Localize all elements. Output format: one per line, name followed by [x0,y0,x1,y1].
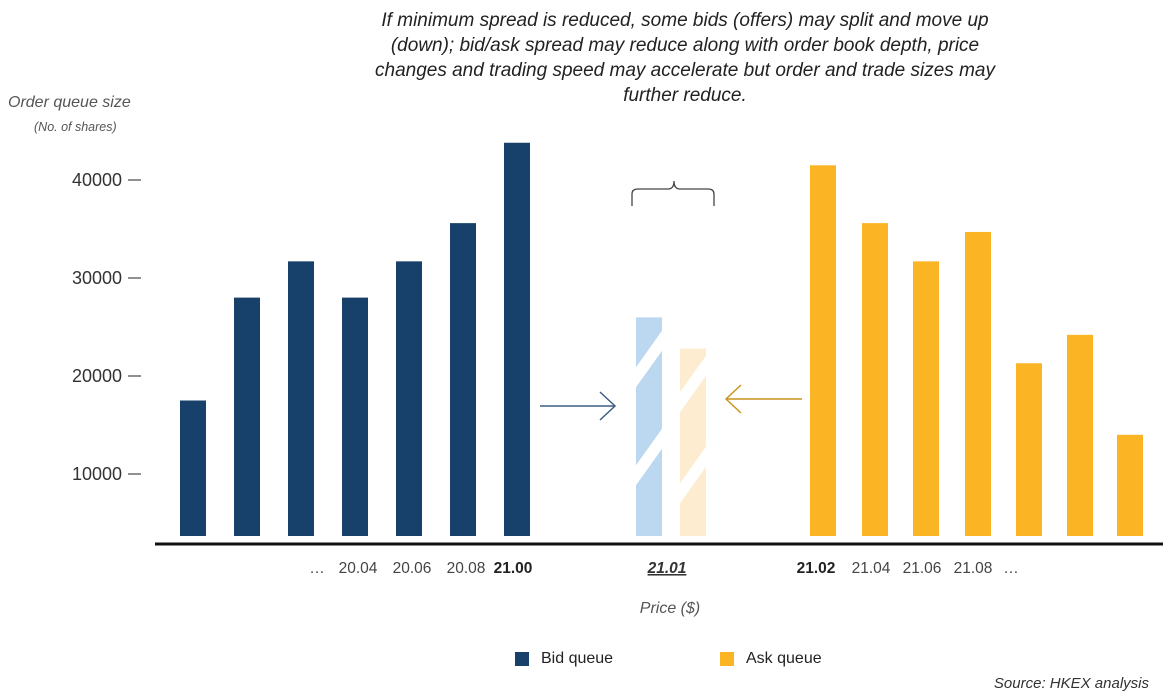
ask-queue-bar [1067,334,1093,536]
bid-queue-bar [450,223,476,536]
x-tick-label: 21.06 [903,560,942,577]
source-note: Source: HKEX analysis [993,675,1149,692]
x-tick-label: 21.00 [494,560,533,577]
legend-ask-label: Ask queue [746,650,822,667]
bid-arrow-head [599,391,617,421]
bid-queue-bar [234,297,260,536]
legend-bid: Bid queue [515,650,613,668]
x-tick-label: 20.06 [393,560,432,577]
y-tick-label: 30000 [72,268,122,288]
x-tick-label: 21.08 [954,560,993,577]
y-tick-label: 20000 [72,366,122,386]
ask-queue-bar [810,165,836,537]
spread-brace [631,180,715,206]
ask-queue-bar [1117,434,1143,536]
annotation-text: If minimum spread is reduced, some bids … [375,10,995,106]
x-tick-label: 20.04 [339,560,378,577]
x-tick-label: 21.04 [852,560,891,577]
bid-queue-bar [180,400,206,536]
hypothetical-ask-bar [680,348,706,536]
legend-ask-swatch [720,652,734,666]
y-axis-title: Order queue size [8,94,131,111]
x-axis-title: Price ($) [639,600,701,617]
legend-ask: Ask queue [720,650,822,668]
y-axis-unit: (No. of shares) [34,120,117,134]
legend-bid-swatch [515,652,529,666]
ask-queue-bar [913,261,939,536]
bid-queue-bar [504,142,530,536]
bid-queue-bar [342,297,368,536]
x-tick-label: 21.02 [797,560,836,577]
legend-bid-label: Bid queue [541,650,614,667]
ask-queue-bar [1016,363,1042,536]
y-tick-label: 10000 [72,464,122,484]
bid-queue-bar [396,261,422,536]
ask-queue-bar [862,223,888,536]
ask-arrow-head [724,384,742,414]
x-tick-label: … [1003,560,1019,577]
hypothetical-bid-bar [636,317,662,536]
bid-queue-bar [288,261,314,536]
x-tick-label: … [309,560,325,577]
x-tick-label-mid: 21.01 [647,560,687,577]
y-tick-label: 40000 [72,170,122,190]
x-tick-label: 20.08 [447,560,486,577]
ask-queue-bar [965,231,991,536]
